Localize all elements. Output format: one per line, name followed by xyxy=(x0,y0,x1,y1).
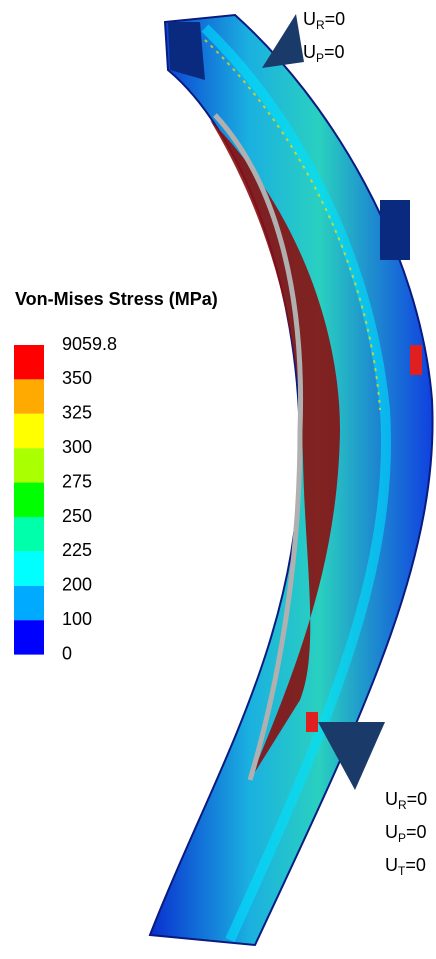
legend-label: 200 xyxy=(62,575,92,595)
legend-label: 225 xyxy=(62,540,92,560)
legend-label: 100 xyxy=(62,609,92,629)
legend-label: 0 xyxy=(62,643,72,663)
legend-swatch xyxy=(14,414,44,448)
support-triangle xyxy=(262,14,304,68)
subscript: P xyxy=(316,51,324,65)
legend-swatch xyxy=(14,483,44,517)
constraint-label: UR=0 xyxy=(303,9,345,32)
legend-swatch xyxy=(14,345,44,379)
legend-label: 325 xyxy=(62,403,92,423)
symbol: U xyxy=(303,9,316,29)
constraint-label: UT=0 xyxy=(385,855,426,878)
subscript: R xyxy=(316,18,325,32)
symbol: U xyxy=(303,42,316,62)
symbol: U xyxy=(385,822,398,842)
value: =0 xyxy=(324,42,345,62)
symbol: U xyxy=(385,789,398,809)
legend-label: 250 xyxy=(62,506,92,526)
legend-swatch xyxy=(14,551,44,585)
constraint-label: UP=0 xyxy=(385,822,427,845)
subscript: P xyxy=(398,831,406,845)
legend-swatch xyxy=(14,586,44,620)
constraint-label: UR=0 xyxy=(385,789,427,812)
legend-swatch xyxy=(14,620,44,654)
legend-swatch xyxy=(14,379,44,413)
constraint-label: UP=0 xyxy=(303,42,345,65)
subscript: R xyxy=(398,798,407,812)
legend-label: 275 xyxy=(62,471,92,491)
figure: Von-Mises Stress (MPa) 9059.8 350 325 300 27… xyxy=(0,0,436,959)
legend-label: 300 xyxy=(62,437,92,457)
legend-swatch xyxy=(14,517,44,551)
value: =0 xyxy=(407,789,428,809)
value: =0 xyxy=(406,822,427,842)
legend-label: 350 xyxy=(62,368,92,388)
legend-title: Von-Mises Stress (MPa) xyxy=(15,289,218,309)
legend-label: 9059.8 xyxy=(62,334,117,354)
symbol: U xyxy=(385,855,398,875)
value: =0 xyxy=(405,855,426,875)
value: =0 xyxy=(325,9,346,29)
legend-swatch xyxy=(14,448,44,482)
